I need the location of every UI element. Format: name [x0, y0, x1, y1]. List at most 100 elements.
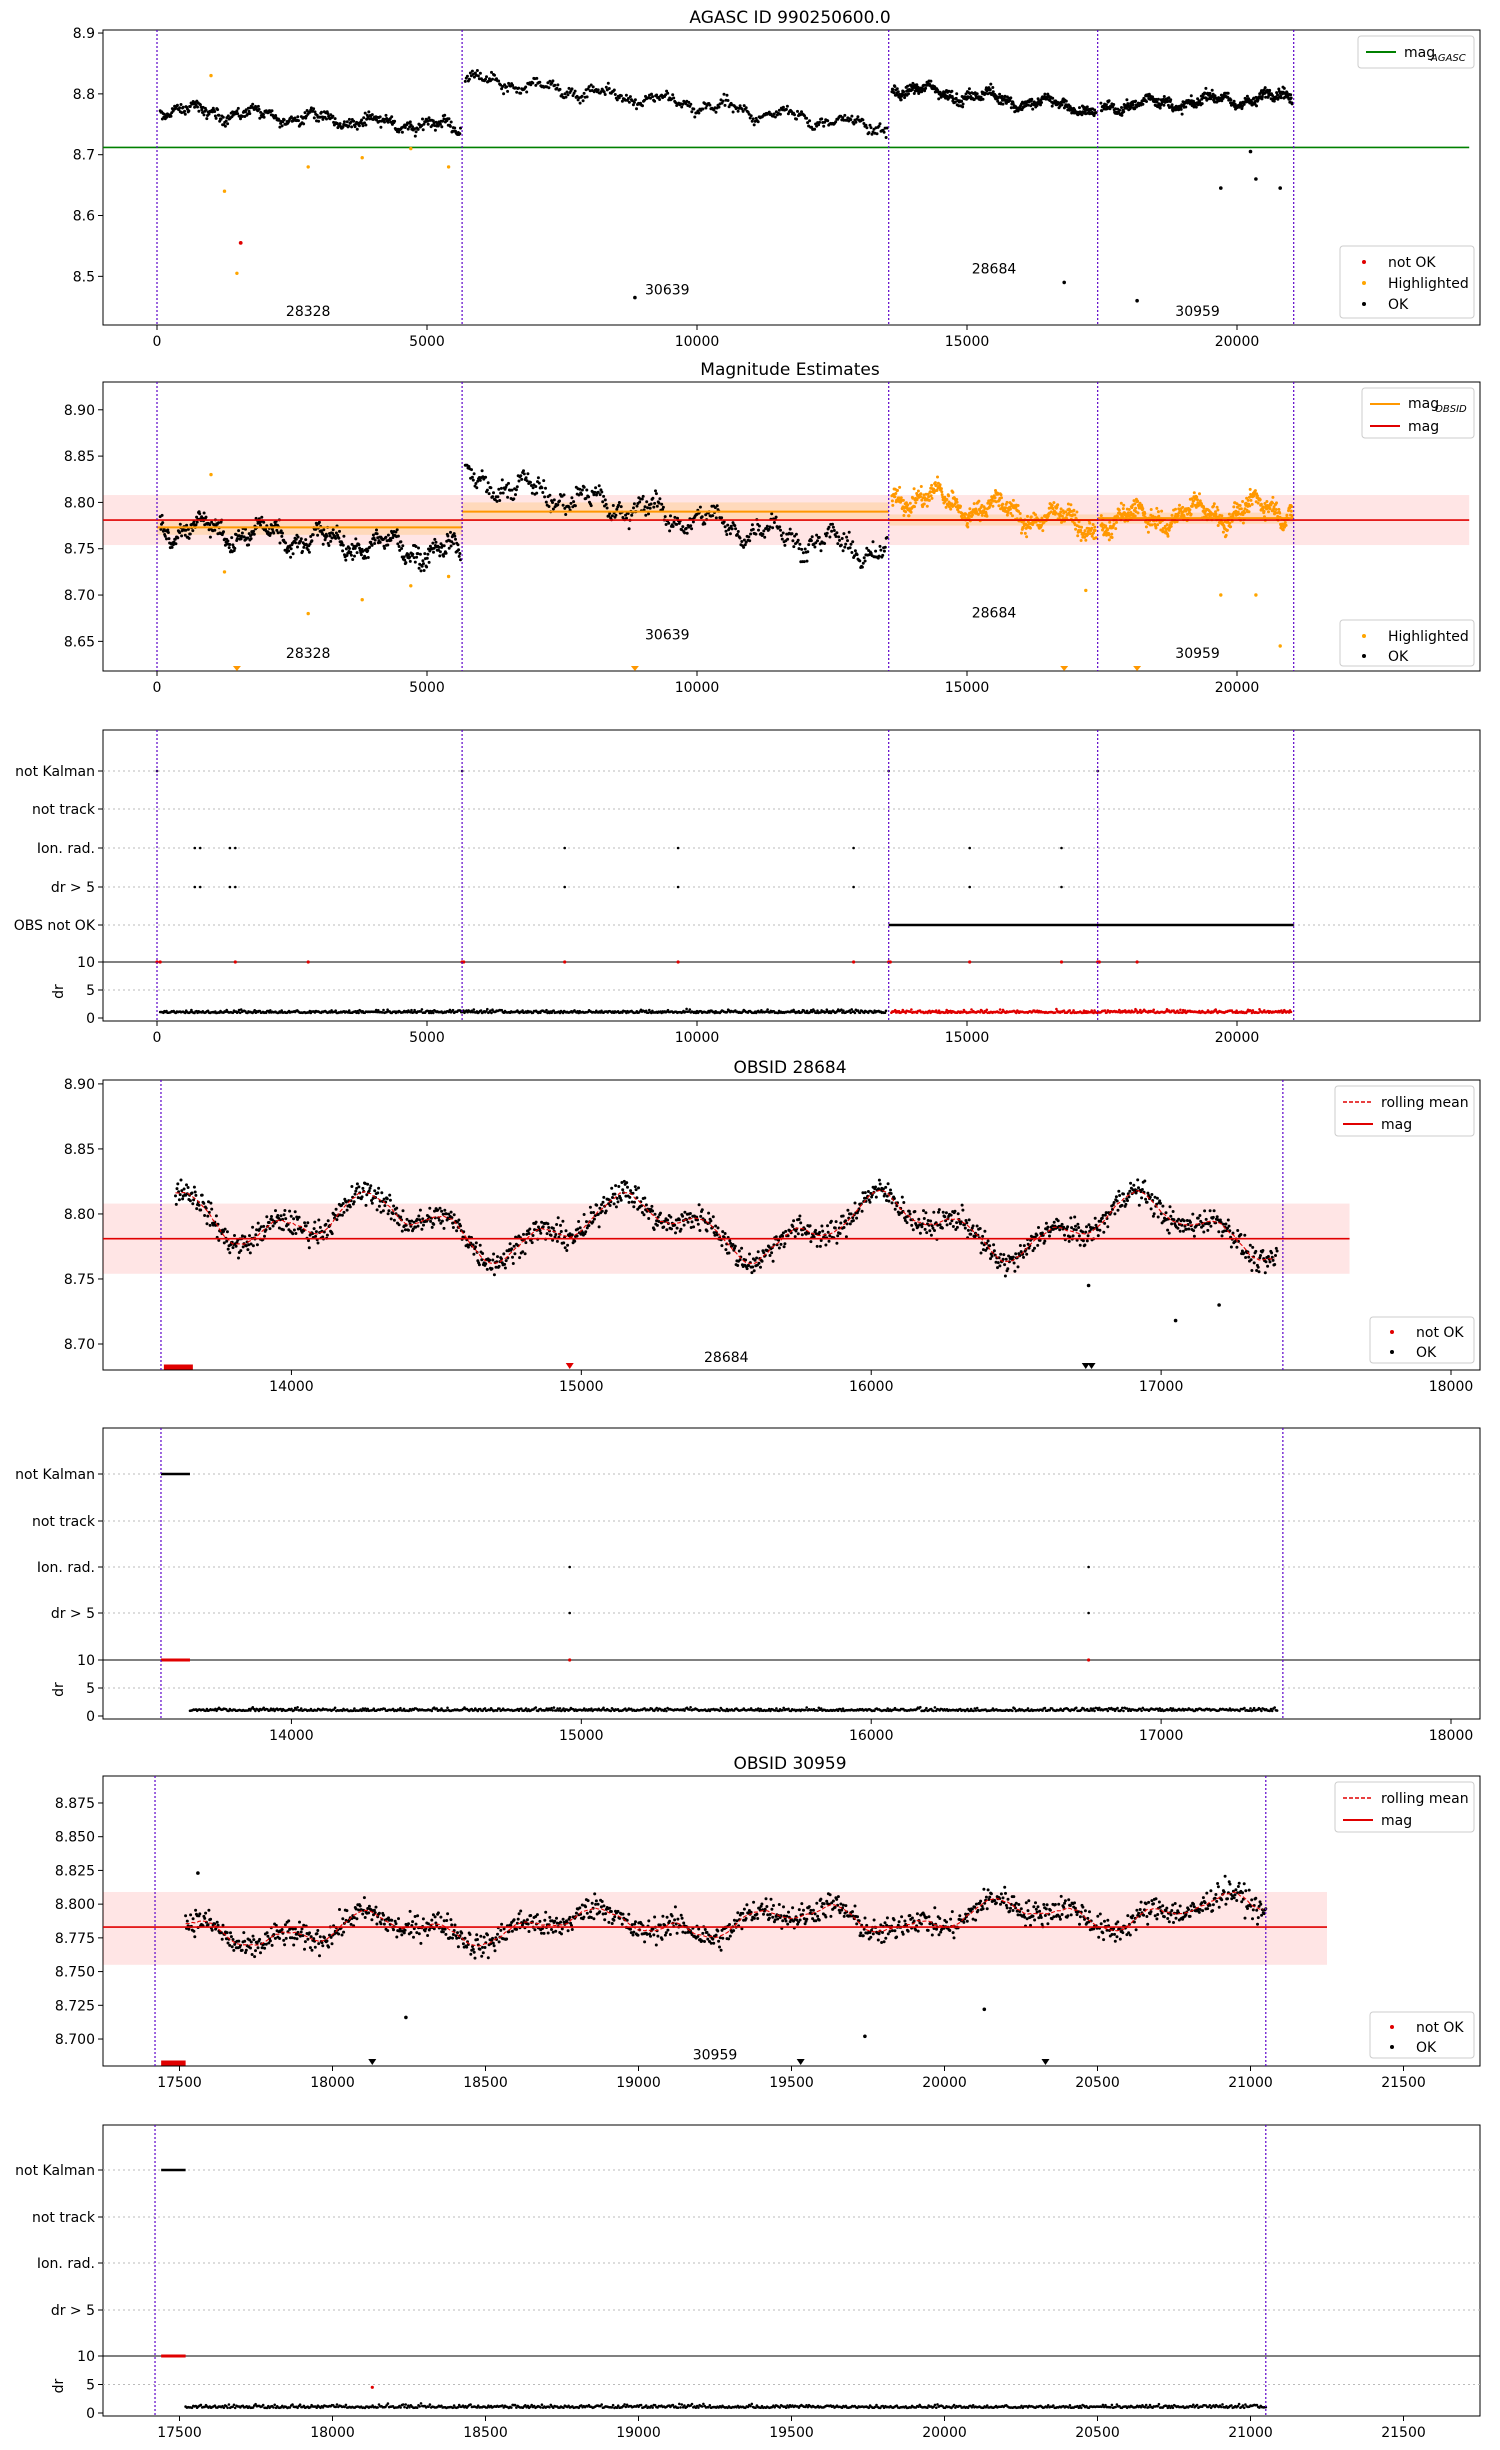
data-point	[176, 1182, 180, 1186]
data-point	[1008, 99, 1012, 102]
data-point	[603, 93, 607, 96]
data-point	[209, 73, 213, 78]
data-point	[363, 111, 367, 115]
data-point	[180, 534, 184, 538]
data-point	[280, 124, 284, 128]
data-point	[805, 116, 809, 120]
data-point	[882, 549, 886, 553]
data-point	[252, 532, 256, 536]
data-point	[454, 537, 457, 541]
data-point	[580, 492, 584, 496]
data-point	[501, 85, 505, 88]
data-point	[766, 1008, 769, 1011]
data-point	[744, 106, 748, 110]
data-point	[757, 524, 761, 528]
data-point	[547, 505, 551, 508]
data-point	[959, 504, 962, 508]
data-point	[725, 93, 729, 97]
data-point	[1281, 528, 1285, 532]
data-point	[655, 504, 659, 508]
data-point	[961, 102, 965, 106]
data-point	[790, 110, 793, 113]
data-point	[421, 117, 424, 121]
data-point	[202, 511, 206, 515]
data-point	[1084, 538, 1088, 542]
data-point	[849, 118, 853, 122]
data-point	[476, 74, 480, 78]
data-point	[793, 113, 796, 117]
data-point	[999, 493, 1003, 497]
data-point	[774, 515, 778, 519]
data-point	[198, 846, 202, 850]
data-point	[736, 530, 740, 533]
data-point	[378, 119, 381, 123]
dr-tick-label: 5	[86, 983, 95, 999]
data-point	[633, 295, 637, 300]
data-point	[204, 108, 208, 112]
data-point	[536, 476, 540, 480]
data-point	[598, 493, 602, 497]
data-point	[529, 83, 533, 87]
data-point	[195, 520, 199, 524]
data-point	[411, 552, 415, 556]
data-point	[400, 547, 404, 550]
data-point	[1203, 91, 1207, 95]
data-point	[386, 120, 390, 124]
data-point	[160, 513, 164, 517]
data-point	[1362, 654, 1366, 658]
data-point	[607, 87, 611, 90]
data-point	[712, 108, 716, 112]
data-point	[1099, 101, 1103, 105]
data-point	[166, 531, 170, 534]
data-point	[929, 494, 933, 498]
data-point	[452, 542, 456, 546]
data-point	[936, 475, 939, 479]
data-point	[1011, 498, 1015, 502]
data-point	[452, 532, 456, 536]
data-point	[1135, 960, 1139, 964]
data-point	[1205, 98, 1209, 102]
data-point	[803, 547, 807, 551]
data-point	[487, 492, 491, 496]
data-point	[209, 1201, 213, 1205]
data-point	[204, 515, 208, 519]
data-point	[1122, 503, 1126, 507]
data-point	[529, 480, 532, 484]
data-point	[573, 504, 577, 508]
data-point	[756, 120, 760, 124]
data-point	[641, 104, 644, 108]
data-point	[1073, 108, 1077, 112]
data-point	[785, 104, 789, 108]
dr-axis-label: dr	[51, 984, 67, 999]
data-point	[644, 513, 648, 517]
data-point	[185, 1183, 188, 1187]
data-point	[175, 1187, 179, 1191]
data-point	[169, 114, 173, 118]
data-point	[781, 105, 785, 109]
obsid-label: 30959	[1175, 646, 1220, 662]
data-point	[1254, 593, 1258, 597]
data-point	[1011, 514, 1014, 518]
data-point	[1179, 107, 1183, 111]
data-point	[234, 846, 237, 850]
data-point	[806, 550, 810, 554]
data-point	[556, 83, 560, 87]
data-point	[386, 543, 390, 547]
data-point	[1262, 88, 1266, 92]
data-point	[442, 554, 446, 558]
data-point	[1150, 523, 1154, 527]
data-point	[861, 118, 865, 122]
data-point	[193, 846, 197, 850]
data-point	[500, 478, 504, 482]
data-point	[617, 503, 620, 507]
data-point	[541, 491, 545, 494]
data-point	[796, 538, 800, 542]
y-tick-label: 8.70	[64, 588, 95, 604]
data-point	[208, 535, 212, 539]
data-point	[221, 115, 225, 119]
data-point	[484, 475, 488, 479]
y-tick-label: 8.9	[73, 26, 95, 42]
data-point	[335, 121, 339, 125]
data-point	[849, 542, 853, 546]
